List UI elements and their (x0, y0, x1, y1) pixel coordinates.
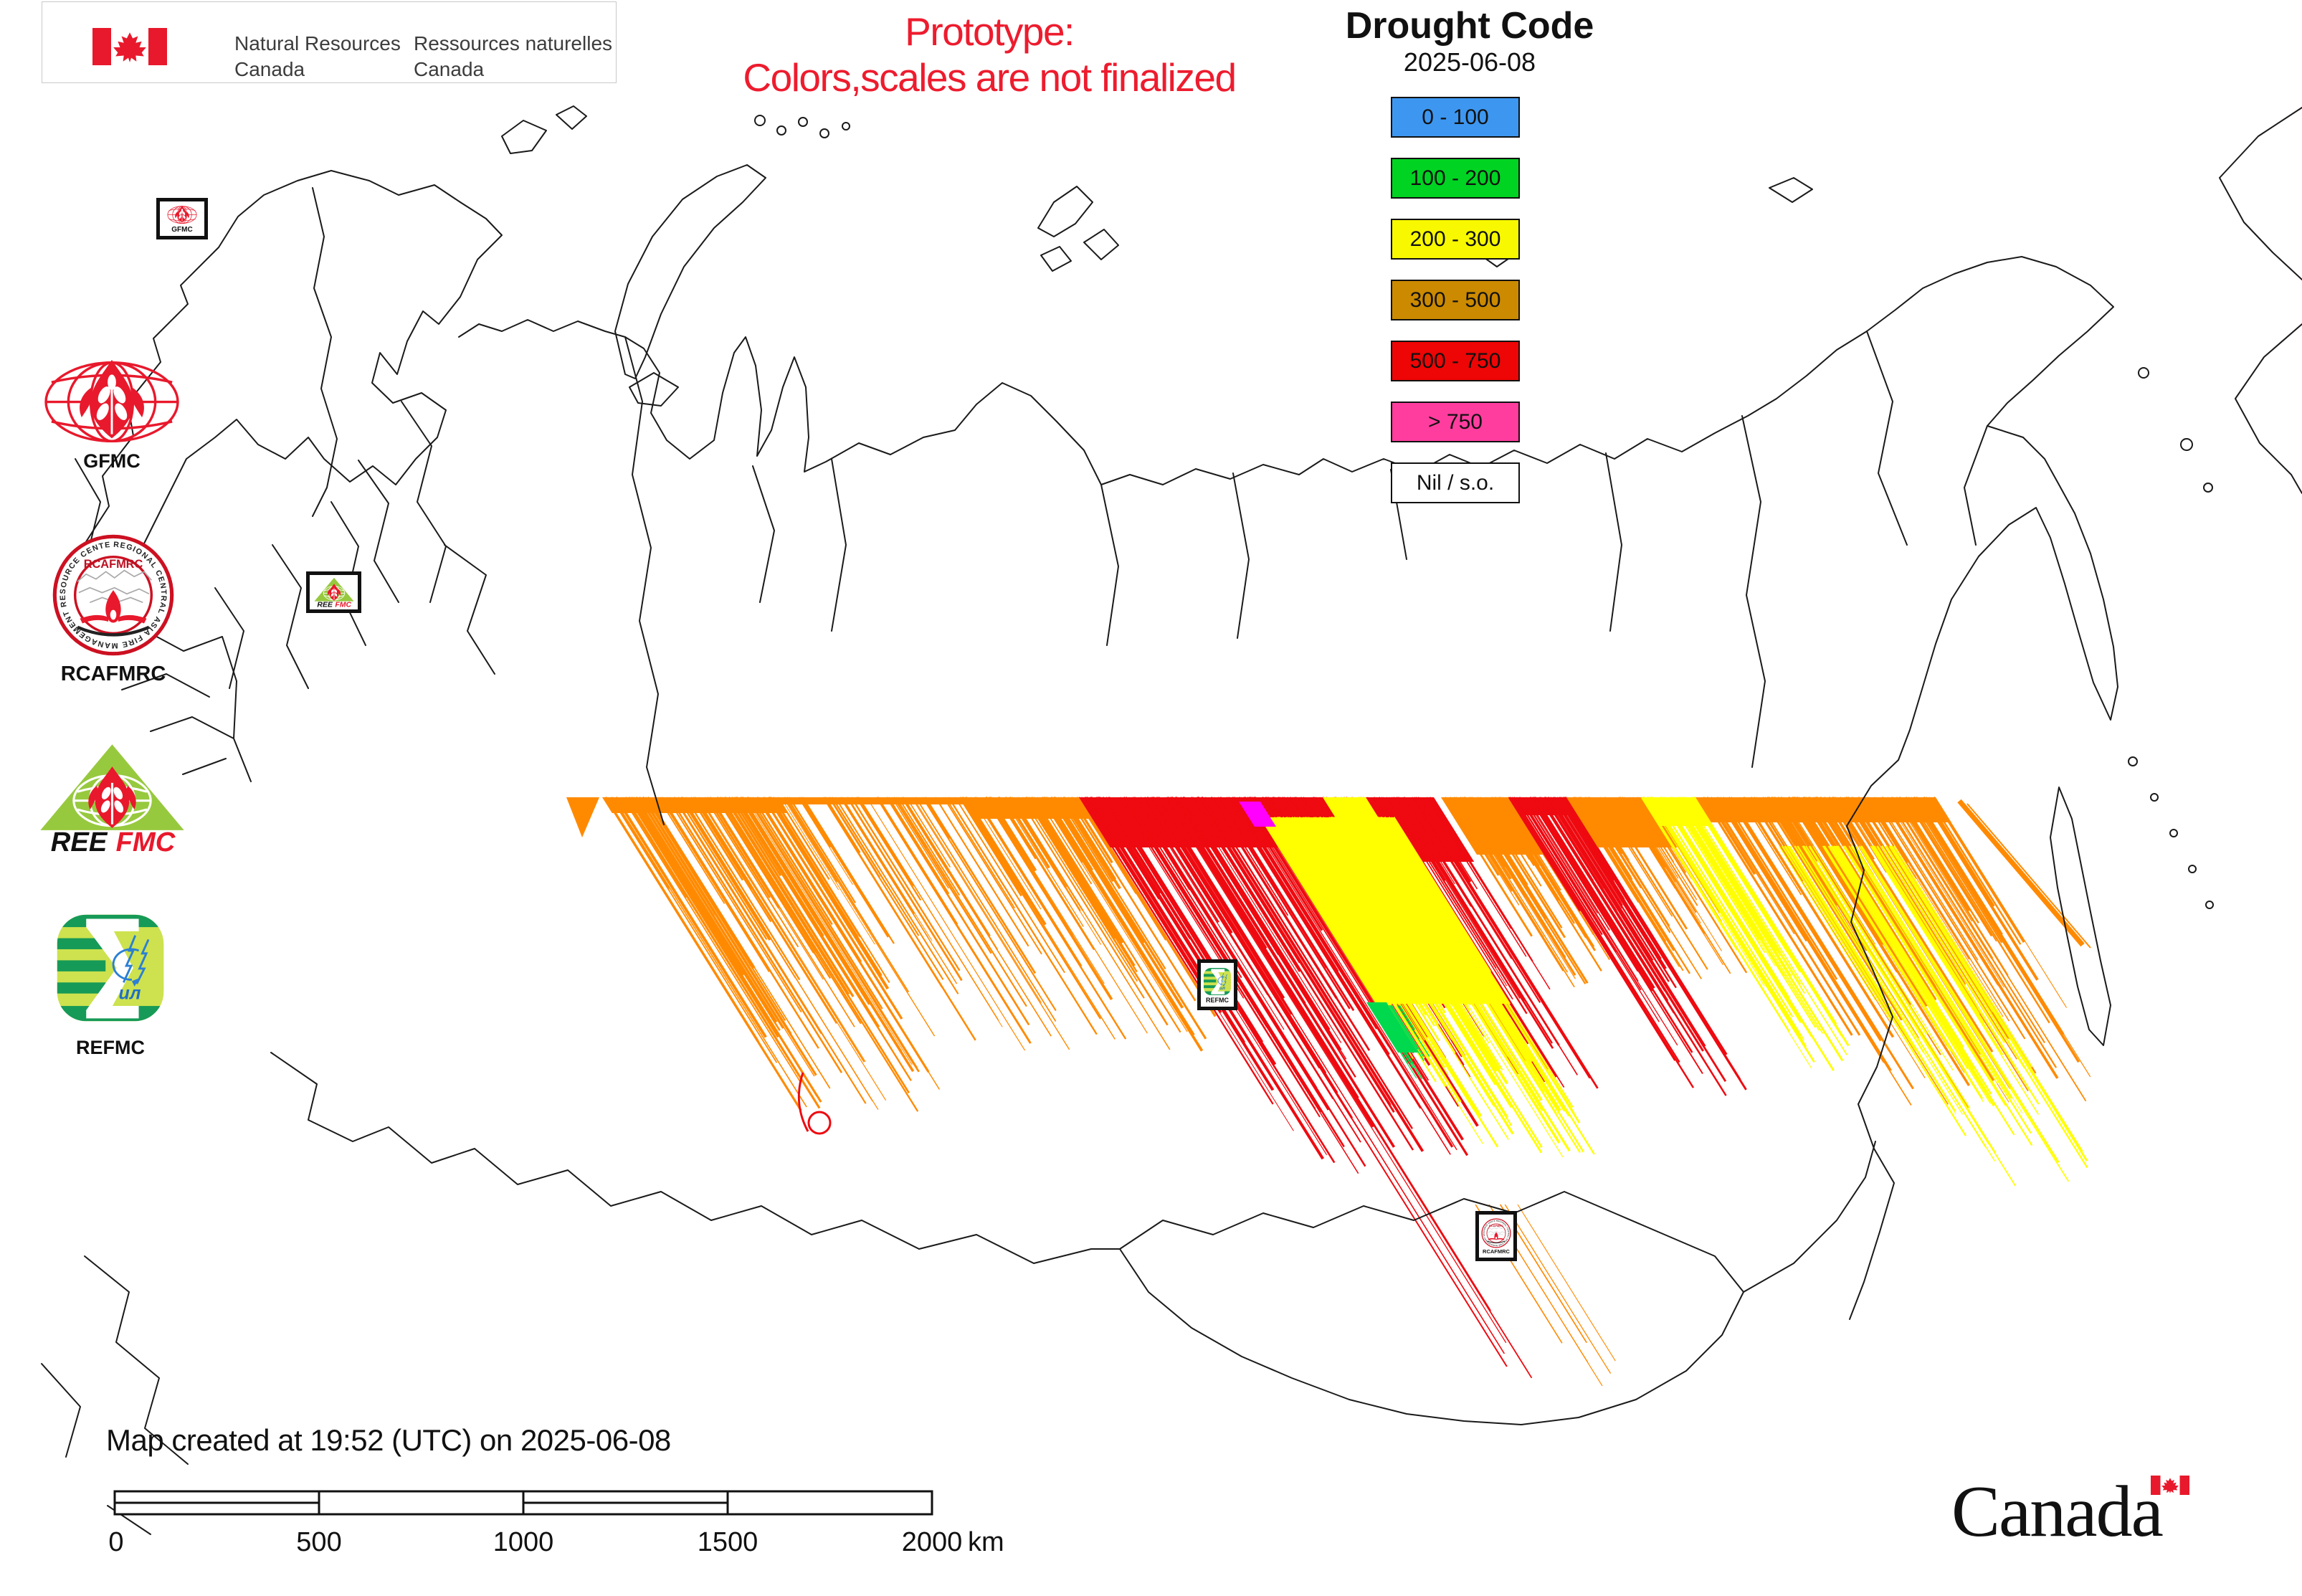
canada-flag-icon (2151, 1476, 2189, 1495)
legend-date: 2025-06-08 (1403, 47, 1536, 77)
legend-item-500-750: 500 - 750 (1391, 341, 1520, 381)
scale-tick-0: 0 (108, 1527, 123, 1557)
legend-item-nil: Nil / s.o. (1391, 462, 1520, 503)
scale-tick-2000: 2000 (902, 1527, 963, 1557)
gfmc-logo-icon (163, 204, 201, 226)
nrcan-fr-line2: Canada (414, 58, 485, 80)
refmc-marker-label: REFMC (1206, 996, 1229, 1004)
scale-unit: km (968, 1527, 1004, 1557)
nrcan-name-fr: Ressources naturelles Canada (414, 31, 612, 82)
map-created-text: Map created at 19:52 (UTC) on 2025-06-08 (106, 1423, 671, 1457)
legend-item-100-200: 100 - 200 (1391, 158, 1520, 199)
canada-wordmark: Canada (1951, 1470, 2162, 1554)
gfmc-map-marker: GFMC (156, 198, 208, 239)
canada-wordmark-text: Canada (1951, 1471, 2164, 1552)
rcafmrc-logo-icon (1481, 1218, 1511, 1248)
gfmc-marker-label: GFMC (171, 225, 193, 234)
legend-label: > 750 (1428, 409, 1483, 434)
scale-bar: 0 500 1000 1500 2000 km (108, 1490, 1004, 1557)
legend-label: Nil / s.o. (1416, 470, 1495, 495)
legend-label: 300 - 500 (1409, 288, 1501, 312)
refmc-logo-icon (52, 909, 169, 1027)
refmc-logo-icon (1202, 966, 1232, 997)
nrcan-en-line2: Canada (234, 58, 305, 80)
prototype-line1: Prototype: (905, 9, 1075, 54)
prototype-warning: Prototype: Colors,scales are not finaliz… (674, 9, 1305, 100)
legend-label: 500 - 750 (1409, 348, 1501, 373)
prototype-line2: Colors,scales are not finalized (743, 55, 1237, 100)
nrcan-name-en: Natural Resources Canada (234, 31, 401, 82)
scale-tick-500: 500 (296, 1527, 341, 1557)
nrcan-fr-line1: Ressources naturelles (414, 32, 613, 54)
reefmc-logo-icon (34, 740, 190, 855)
reefmc-logo-icon (312, 576, 356, 608)
legend-label: 0 - 100 (1422, 105, 1489, 129)
gfmc-label: GFMC (83, 450, 141, 472)
scale-tick-1000: 1000 (493, 1527, 554, 1557)
legend-label: 200 - 300 (1409, 227, 1501, 251)
legend-label: 100 - 200 (1409, 166, 1501, 190)
rcafmrc-marker-label: RCAFMRC (1483, 1248, 1510, 1255)
gfmc-logo-icon (42, 354, 182, 452)
refmc-label: REFMC (76, 1037, 145, 1058)
legend-title: Drought Code (1345, 5, 1594, 47)
rcafmrc-map-marker: RCAFMRC (1475, 1211, 1517, 1261)
nrcan-en-line1: Natural Resources (234, 32, 401, 54)
scale-tick-1500: 1500 (698, 1527, 758, 1557)
legend-item-0-100: 0 - 100 (1391, 97, 1520, 138)
drought-raster (566, 796, 2091, 1387)
rcafmrc-logo-icon (52, 533, 175, 657)
nrcan-signature: Natural Resources Canada Ressources natu… (42, 1, 617, 83)
legend-item-200-300: 200 - 300 (1391, 219, 1520, 260)
legend-item-gt-750: > 750 (1391, 402, 1520, 442)
canada-flag-icon (92, 28, 167, 65)
coastline-borders (41, 105, 2302, 1535)
legend-item-300-500: 300 - 500 (1391, 280, 1520, 320)
refmc-map-marker: REFMC (1197, 959, 1237, 1010)
reefmc-map-marker (306, 571, 361, 613)
rcafmrc-label: RCAFMRC (60, 662, 166, 685)
